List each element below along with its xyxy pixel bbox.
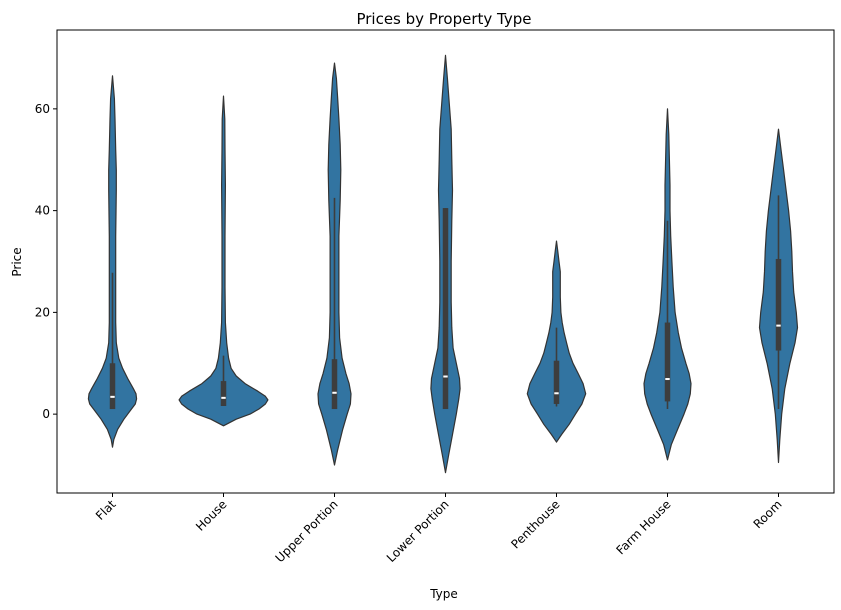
iqr-box-room xyxy=(775,258,782,351)
y-axis: 0 20 40 60 xyxy=(35,102,57,421)
y-tick-label: 40 xyxy=(35,204,50,218)
violin-upper-portion xyxy=(317,62,352,466)
violin-penthouse xyxy=(526,240,587,443)
x-axis: Flat House Upper Portion Lower Portion Penth… xyxy=(93,493,785,565)
x-axis-label: Type xyxy=(429,587,458,601)
y-axis-label: Price xyxy=(10,247,24,276)
x-tick-label: Lower Portion xyxy=(384,497,452,565)
x-tick-label: House xyxy=(193,497,229,533)
iqr-box-house xyxy=(220,381,227,406)
iqr-box-penthouse xyxy=(553,360,560,404)
iqr-box-upper-portion xyxy=(331,359,338,410)
chart-title: Prices by Property Type xyxy=(356,10,531,28)
y-tick-label: 0 xyxy=(42,407,50,421)
iqr-box-flat xyxy=(109,363,116,410)
violin-body-house xyxy=(178,95,269,427)
violin-flat xyxy=(87,75,138,448)
x-tick-label: Room xyxy=(751,497,785,531)
iqr-box-lower-portion xyxy=(442,208,449,410)
violin-house xyxy=(178,95,269,427)
y-tick-label: 60 xyxy=(35,102,50,116)
x-tick-label: Upper Portion xyxy=(273,497,341,565)
x-tick-label: Flat xyxy=(93,497,119,523)
violin-room xyxy=(758,128,799,464)
violins-layer xyxy=(87,54,799,474)
iqr-box-farm-house xyxy=(664,322,671,402)
y-tick-label: 20 xyxy=(35,305,50,319)
x-tick-label: Farm House xyxy=(614,497,674,557)
violin-farm-house xyxy=(643,108,692,461)
x-tick-label: Penthouse xyxy=(508,497,562,551)
violin-body-flat xyxy=(87,75,138,448)
violin-lower-portion xyxy=(430,54,461,474)
